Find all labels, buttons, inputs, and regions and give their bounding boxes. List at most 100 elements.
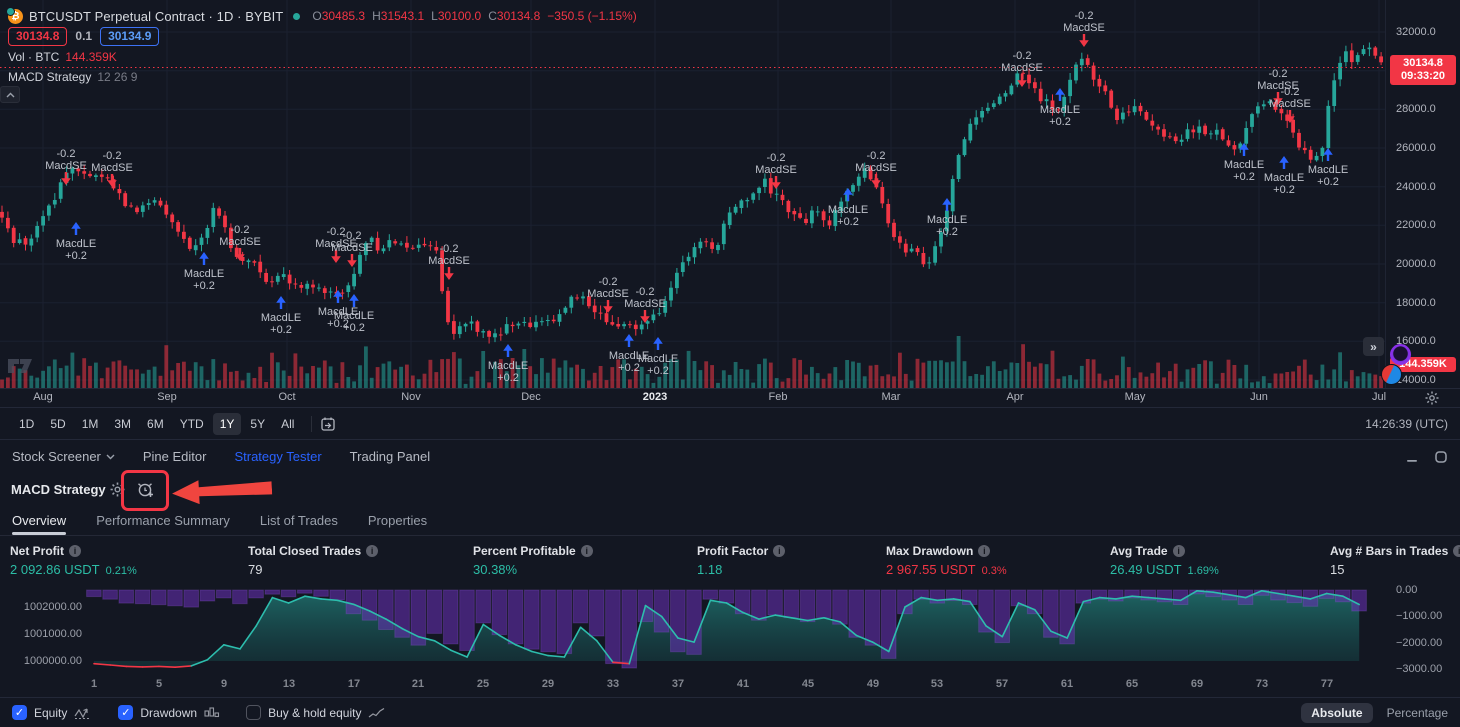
- legend-collapse-button[interactable]: [0, 86, 20, 103]
- short-entry-marker: -0.2 MacdSE: [82, 150, 142, 190]
- scroll-right-button[interactable]: »: [1363, 337, 1384, 356]
- candlestick-chart-panel[interactable]: ₿ BTCUSDT Perpetual Contract · 1D · BYBI…: [0, 0, 1460, 388]
- price-tick: 18000.0: [1396, 297, 1436, 309]
- range-button-1m[interactable]: 1M: [81, 416, 99, 431]
- tab-properties[interactable]: Properties: [367, 513, 428, 528]
- range-button-1d[interactable]: 1D: [19, 416, 35, 431]
- go-to-date-button[interactable]: [320, 416, 336, 432]
- metric-total-closed-trades: Total Closed Trades i 79: [248, 544, 379, 577]
- range-button-ytd[interactable]: YTD: [179, 416, 204, 431]
- long-entry-marker: MacdLE +0.2: [599, 334, 659, 374]
- drawdown-axis-label: −1000.00: [1396, 610, 1443, 622]
- strategy-name[interactable]: MACD Strategy: [11, 482, 106, 497]
- info-icon[interactable]: i: [366, 545, 379, 557]
- equity-chart-panel[interactable]: 1002000.00 1001000.00 1000000.00 0.00 −1000…: [0, 584, 1460, 675]
- volume-legend-row[interactable]: Vol · BTC 144.359K: [8, 46, 637, 68]
- info-icon[interactable]: i: [1172, 545, 1185, 557]
- time-tick: Dec: [521, 391, 541, 403]
- info-icon[interactable]: i: [1453, 545, 1460, 557]
- drawdown-checkbox[interactable]: ✓: [118, 705, 134, 720]
- divider: [311, 415, 313, 432]
- metric-label: Profit Factor: [697, 544, 769, 558]
- long-entry-marker: MacdLE +0.2: [478, 344, 538, 384]
- trade-number-tick: 53: [930, 678, 944, 690]
- equity-toggle[interactable]: ✓ Equity: [12, 705, 92, 720]
- short-entry-marker: -0.2 MacdSE: [210, 224, 270, 264]
- info-icon[interactable]: i: [978, 545, 991, 557]
- tab-performance-summary[interactable]: Performance Summary: [96, 513, 230, 528]
- time-axis[interactable]: Aug Sep Oct Nov Dec 2023 Feb Mar Apr May Jun Jul: [0, 388, 1460, 407]
- add-alert-on-strategy-icon[interactable]: [136, 480, 155, 499]
- range-button-1y[interactable]: 1Y: [212, 412, 242, 435]
- server-clock[interactable]: 14:26:39 (UTC): [1365, 416, 1448, 431]
- trade-number-tick: 37: [671, 678, 685, 690]
- info-icon[interactable]: i: [773, 545, 786, 557]
- symbol-title[interactable]: BTCUSDT Perpetual Contract · 1D · BYBIT: [29, 8, 284, 24]
- equity-curve-icon: [74, 707, 92, 719]
- trade-number-tick: 41: [736, 678, 750, 690]
- short-entry-marker: -0.2 MacdSE: [1248, 68, 1308, 108]
- short-entry-marker: -0.2 MacdSE: [306, 226, 366, 266]
- indicator-legend-row[interactable]: MACD Strategy 12 26 9: [8, 68, 637, 86]
- metric-value: 15: [1330, 562, 1345, 577]
- tab-trading-panel[interactable]: Trading Panel: [349, 449, 431, 464]
- range-button-3m[interactable]: 3M: [114, 416, 132, 431]
- buy-hold-checkbox[interactable]: [246, 705, 262, 720]
- tab-stock-screener[interactable]: Stock Screener: [12, 449, 115, 464]
- drawdown-axis-label: −2000.00: [1396, 637, 1443, 649]
- maximize-panel-icon[interactable]: [1434, 450, 1448, 464]
- absolute-scale-button[interactable]: Absolute: [1301, 702, 1373, 723]
- ask-button[interactable]: 30134.9: [100, 26, 160, 46]
- equity-checkbox[interactable]: ✓: [12, 705, 27, 720]
- bid-button[interactable]: 30134.8: [8, 26, 68, 46]
- drawdown-bars: [86, 589, 1367, 669]
- long-entry-marker: MacdLE +0.2: [251, 296, 311, 336]
- info-icon[interactable]: i: [580, 545, 593, 557]
- long-entry-marker: MacdLE +0.2: [1214, 143, 1274, 183]
- bid-ask-row: 30134.8 0.1 30134.9: [8, 26, 637, 46]
- tab-overview[interactable]: Overview: [12, 509, 67, 535]
- range-button-5d[interactable]: 5D: [50, 416, 66, 431]
- trade-number-axis[interactable]: 1 5 9 13 17 21 25 29 33 37 41 45 49 53 57 61 65 69 73 77: [0, 675, 1460, 697]
- short-entry-marker: -0.2 MacdSE: [322, 230, 382, 270]
- percentage-scale-button[interactable]: Percentage: [1386, 705, 1448, 720]
- tradingview-watermark-logo: [6, 352, 34, 380]
- trade-number-tick: 73: [1255, 678, 1269, 690]
- volume-value: 144.359K: [65, 50, 117, 64]
- time-tick: Nov: [401, 391, 421, 403]
- range-button-all[interactable]: All: [281, 416, 295, 431]
- emoji-sticker-purple[interactable]: [1390, 344, 1411, 365]
- performance-metrics-row: Net Profit i 2 092.86 USDT 0.21% Total Close…: [0, 536, 1460, 585]
- emoji-sticker-globe[interactable]: [1381, 364, 1402, 385]
- trade-number-tick: 57: [995, 678, 1009, 690]
- chart-legend: ₿ BTCUSDT Perpetual Contract · 1D · BYBI…: [6, 6, 637, 86]
- trade-number-tick: 61: [1060, 678, 1074, 690]
- drawdown-toggle[interactable]: ✓ Drawdown: [118, 705, 220, 720]
- long-entry-marker: MacdLE +0.2: [324, 294, 384, 334]
- info-icon[interactable]: i: [69, 545, 81, 557]
- equity-drawdown-chart[interactable]: [0, 585, 1460, 675]
- tab-pine-editor[interactable]: Pine Editor: [142, 449, 207, 464]
- time-tick: Jul: [1371, 391, 1387, 403]
- annotation-highlight-box: [121, 470, 169, 511]
- tab-list-of-trades[interactable]: List of Trades: [259, 513, 338, 528]
- metric-value: 79: [248, 562, 263, 577]
- time-tick: Apr: [1006, 391, 1024, 403]
- spread-value: 0.1: [75, 29, 93, 43]
- buy-hold-toggle[interactable]: Buy & hold equity: [246, 705, 386, 720]
- change-value: −350.5 (−1.15%): [547, 9, 637, 23]
- tab-strategy-tester[interactable]: Strategy Tester: [234, 449, 322, 464]
- indicator-name: MACD Strategy: [8, 70, 92, 84]
- axis-settings-gear-icon[interactable]: [1425, 391, 1439, 405]
- price-axis[interactable]: 32000.0 28000.0 26000.0 24000.0 22000.0 20000…: [1385, 0, 1460, 388]
- minimize-panel-icon[interactable]: [1406, 451, 1418, 463]
- metric-value: 26.49 USDT: [1110, 562, 1182, 577]
- range-button-5y[interactable]: 5Y: [250, 416, 266, 431]
- date-range-toolbar: 1D 5D 1M 3M 6M YTD 1Y 5Y All 14:26:39 (UTC): [0, 407, 1460, 440]
- trade-number-tick: 69: [1190, 678, 1204, 690]
- range-button-6m[interactable]: 6M: [147, 416, 164, 431]
- long-entry-marker: MacdLE +0.2: [1030, 88, 1090, 128]
- price-tick: 28000.0: [1396, 103, 1436, 115]
- symbol-row[interactable]: ₿ BTCUSDT Perpetual Contract · 1D · BYBI…: [6, 6, 637, 26]
- metric-percent-profitable: Percent Profitable i 30.38%: [473, 544, 593, 577]
